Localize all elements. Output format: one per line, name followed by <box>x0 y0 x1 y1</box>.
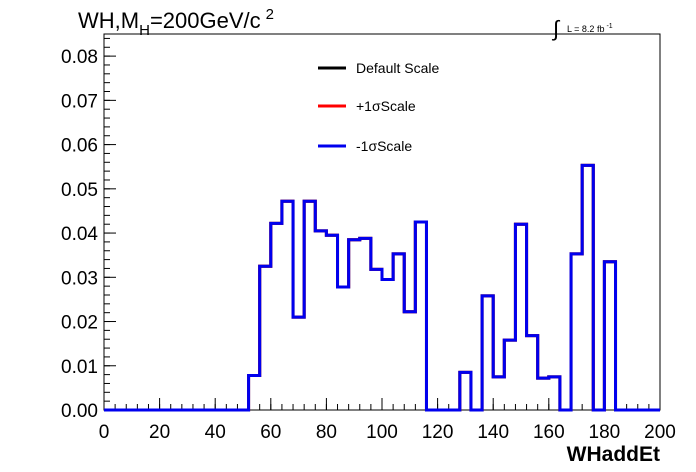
x-tick-label: 180 <box>589 422 621 443</box>
y-tick-label: 0.04 <box>61 224 98 245</box>
x-tick-label: 0 <box>99 422 110 443</box>
y-tick-label: 0.06 <box>61 136 98 157</box>
y-tick-label: 0.08 <box>61 47 98 68</box>
x-tick-label: 60 <box>260 422 281 443</box>
integral-symbol: ∫ <box>551 16 561 41</box>
svg-text:WH,MH=200GeV/c2: WH,MH=200GeV/c 2 <box>78 6 274 39</box>
title-mass: =200GeV/c <box>150 8 261 33</box>
x-tick-label: 140 <box>477 422 509 443</box>
y-tick-label: 0.03 <box>61 268 98 289</box>
y-tick-label: 0.01 <box>61 357 98 378</box>
y-tick-label: 0.07 <box>61 91 98 112</box>
title-superscript: 2 <box>266 6 274 23</box>
series-layer <box>104 163 660 412</box>
legend-label: +1σScale <box>356 98 416 114</box>
x-tick-label: 120 <box>422 422 454 443</box>
x-tick-label: 160 <box>533 422 565 443</box>
y-tick-label: 0.02 <box>61 313 98 334</box>
luminosity-label: ∫ L = 8.2 fb -1 <box>551 16 613 41</box>
luminosity-superscript: -1 <box>606 23 612 30</box>
luminosity-text: L = 8.2 fb <box>567 24 604 34</box>
legend-label: Default Scale <box>356 60 439 76</box>
plot-frame <box>103 33 661 411</box>
series-line-2 <box>104 163 660 412</box>
chart-title: WH,MH=200GeV/c 2 <box>78 6 274 39</box>
x-axis: 0 20 40 60 80 100 120 140 160 180 200 <box>99 398 676 443</box>
x-axis-label: WHaddEt <box>567 443 660 466</box>
series-line-1 <box>104 163 660 412</box>
x-tick-label: 20 <box>149 422 170 443</box>
x-tick-label: 100 <box>366 422 398 443</box>
series-line-3 <box>104 163 660 412</box>
y-tick-label: 0.05 <box>61 180 98 201</box>
legend: Default Scale +1σScale -1σScale <box>318 60 439 154</box>
y-tick-label: 0.00 <box>61 401 98 422</box>
svg-text:L = 8.2 fb-1: L = 8.2 fb -1 <box>567 23 613 34</box>
x-tick-label: 40 <box>205 422 226 443</box>
x-tick-label: 200 <box>644 422 676 443</box>
title-main: WH,M <box>78 8 139 33</box>
legend-label: -1σScale <box>356 138 412 154</box>
x-tick-label: 80 <box>316 422 337 443</box>
y-axis: 0.00 0.01 0.02 0.03 0.04 0.05 0.06 0.07 0.08 <box>61 37 116 422</box>
title-subscript: H <box>139 22 150 39</box>
